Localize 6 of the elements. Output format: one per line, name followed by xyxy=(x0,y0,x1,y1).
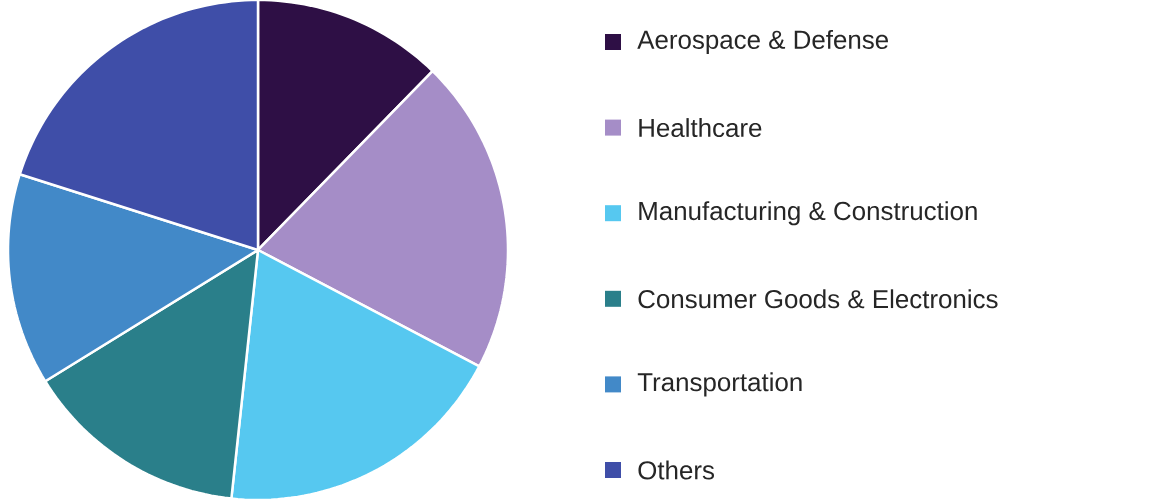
legend-label: Transportation xyxy=(637,372,802,397)
legend-label: Consumer Goods & Electronics xyxy=(638,289,998,309)
legend-label: Healthcare xyxy=(639,118,762,138)
legend-label: Manufacturing & Construction xyxy=(639,201,977,226)
legend-label: Aerospace & Defense xyxy=(637,29,888,55)
legend-label: Others xyxy=(638,460,714,480)
